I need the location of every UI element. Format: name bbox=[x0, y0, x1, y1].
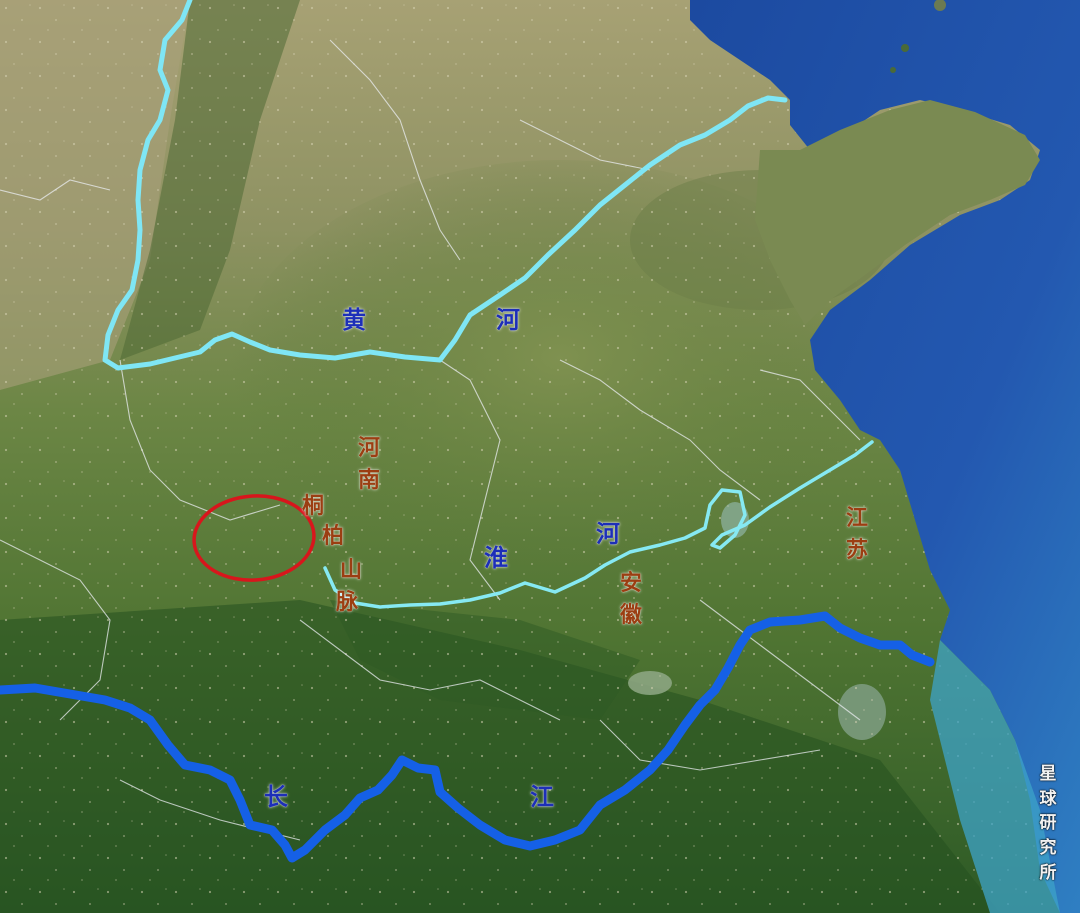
watermark-char: 所 bbox=[1039, 862, 1057, 883]
bohai-yellow-sea bbox=[690, 0, 1080, 913]
anhui-label-2: 徽 bbox=[620, 603, 643, 628]
anhui-label-1: 安 bbox=[620, 571, 643, 596]
shandong-peninsula bbox=[755, 100, 1040, 325]
huai-river-line bbox=[323, 440, 874, 609]
tongbai-label-1: 桐 bbox=[302, 494, 325, 519]
yangtze-label-2: 江 bbox=[530, 783, 554, 811]
tongbai-circle bbox=[192, 494, 316, 582]
watermark-char: 究 bbox=[1039, 837, 1057, 858]
tongbai-label-3: 山 bbox=[340, 558, 363, 583]
henan-label-1: 河 bbox=[358, 436, 381, 461]
huai-river-label-2: 河 bbox=[596, 520, 620, 548]
tongbai-label-4: 脉 bbox=[336, 590, 359, 615]
tongbai-label-2: 柏 bbox=[322, 524, 345, 549]
island bbox=[934, 0, 946, 11]
yellow-river-label-2: 河 bbox=[496, 306, 520, 334]
jiangsu-label-1: 江 bbox=[846, 506, 869, 531]
watermark-char: 球 bbox=[1039, 788, 1057, 809]
estuary-shallows bbox=[930, 640, 1060, 913]
watermark-char: 星 bbox=[1039, 764, 1057, 784]
yellow-river-line bbox=[102, 0, 788, 371]
island bbox=[890, 67, 896, 73]
yangtze-label-1: 长 bbox=[264, 783, 288, 811]
watermark: 星 球 研 究 所 bbox=[1036, 762, 1060, 885]
island bbox=[901, 44, 909, 52]
huai-river-label-1: 淮 bbox=[484, 544, 508, 572]
watermark-char: 研 bbox=[1039, 813, 1057, 834]
henan-label-2: 南 bbox=[358, 468, 381, 493]
jiangsu-label-2: 苏 bbox=[846, 538, 869, 563]
province-boundaries bbox=[0, 39, 861, 841]
yellow-river-label-1: 黄 bbox=[342, 306, 366, 334]
yangtze-line bbox=[0, 611, 935, 863]
